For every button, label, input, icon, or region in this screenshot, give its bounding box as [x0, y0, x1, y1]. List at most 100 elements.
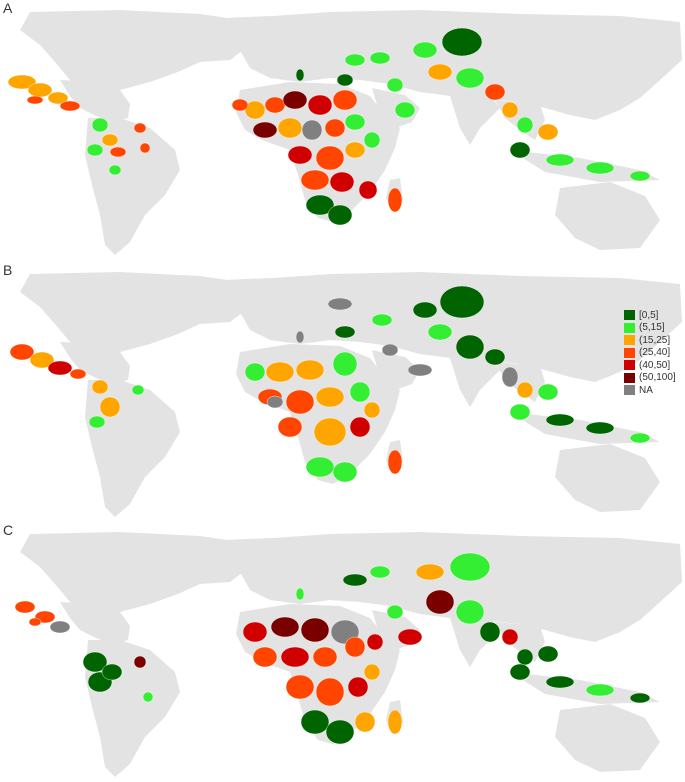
legend: [0,5] (5,15] (15,25] (25,40] (40,50] (50… — [624, 309, 676, 397]
region — [9, 343, 35, 361]
region — [282, 90, 308, 110]
region — [387, 187, 403, 213]
region — [285, 389, 315, 415]
region — [397, 628, 423, 646]
region — [325, 719, 355, 745]
region — [264, 96, 286, 114]
region — [439, 285, 485, 319]
region — [334, 325, 356, 339]
region — [363, 131, 381, 149]
region — [415, 563, 445, 581]
region — [305, 194, 335, 216]
region — [336, 73, 354, 87]
region — [244, 362, 266, 382]
region — [387, 709, 403, 735]
region — [332, 89, 358, 111]
landmass — [60, 342, 130, 384]
region — [509, 403, 531, 421]
region — [545, 413, 575, 427]
region — [101, 663, 123, 681]
legend-label: NA — [639, 384, 653, 396]
region — [315, 677, 345, 707]
region — [332, 461, 358, 483]
region — [386, 77, 404, 93]
region — [425, 589, 455, 615]
region — [366, 633, 384, 651]
landmass — [20, 272, 255, 352]
region-layer — [7, 27, 651, 226]
region — [305, 456, 335, 478]
panel-label-b: B — [3, 262, 13, 278]
legend-item: (25,40] — [624, 347, 676, 360]
region — [501, 366, 519, 388]
region — [509, 663, 531, 681]
landmass — [20, 532, 255, 612]
region — [327, 297, 353, 311]
region — [295, 587, 305, 601]
region — [363, 663, 381, 681]
region — [131, 384, 145, 396]
landmass — [620, 60, 640, 96]
landmass — [555, 182, 660, 250]
region — [484, 83, 506, 101]
region — [329, 171, 355, 193]
region — [295, 68, 305, 82]
region — [509, 141, 531, 159]
region — [27, 82, 53, 98]
legend-swatch — [624, 335, 635, 346]
region — [537, 383, 559, 401]
region — [585, 161, 615, 175]
region — [342, 573, 368, 587]
region — [387, 449, 403, 475]
region — [407, 363, 433, 377]
region — [344, 141, 366, 159]
region — [394, 101, 416, 119]
region — [349, 416, 371, 438]
land-layer — [20, 532, 682, 777]
region — [545, 153, 575, 167]
region — [371, 313, 393, 327]
region — [455, 334, 485, 360]
region — [347, 676, 369, 698]
region — [427, 63, 453, 81]
landmass — [60, 602, 130, 644]
legend-item: NA — [624, 384, 676, 397]
legend-item: (40,50] — [624, 359, 676, 372]
landmass — [450, 96, 500, 145]
region — [244, 100, 266, 120]
region — [427, 323, 453, 341]
region — [455, 67, 485, 89]
region — [327, 204, 353, 226]
region — [479, 621, 501, 643]
legend-label: (40,50] — [639, 359, 671, 371]
legend-label: (5,15] — [639, 322, 665, 334]
region — [26, 95, 44, 105]
region — [363, 401, 381, 419]
region — [29, 351, 55, 369]
region — [277, 416, 303, 438]
region — [277, 117, 303, 139]
region — [109, 146, 127, 158]
region — [285, 674, 315, 700]
region — [108, 164, 122, 176]
legend-item: (15,25] — [624, 334, 676, 347]
region — [88, 415, 106, 429]
region — [231, 98, 249, 112]
region — [307, 94, 333, 116]
landmass — [240, 272, 682, 382]
region — [312, 646, 338, 668]
region — [545, 675, 575, 689]
region — [252, 646, 278, 668]
legend-item: [0,5] — [624, 309, 676, 322]
landmass — [85, 380, 180, 517]
region — [86, 143, 104, 157]
region — [295, 330, 305, 344]
legend-swatch — [624, 347, 635, 358]
region — [142, 691, 154, 703]
legend-item: (5,15] — [624, 322, 676, 335]
region — [301, 119, 323, 141]
region — [516, 116, 534, 134]
region — [501, 101, 519, 119]
landmass — [240, 532, 682, 642]
region — [315, 145, 345, 171]
